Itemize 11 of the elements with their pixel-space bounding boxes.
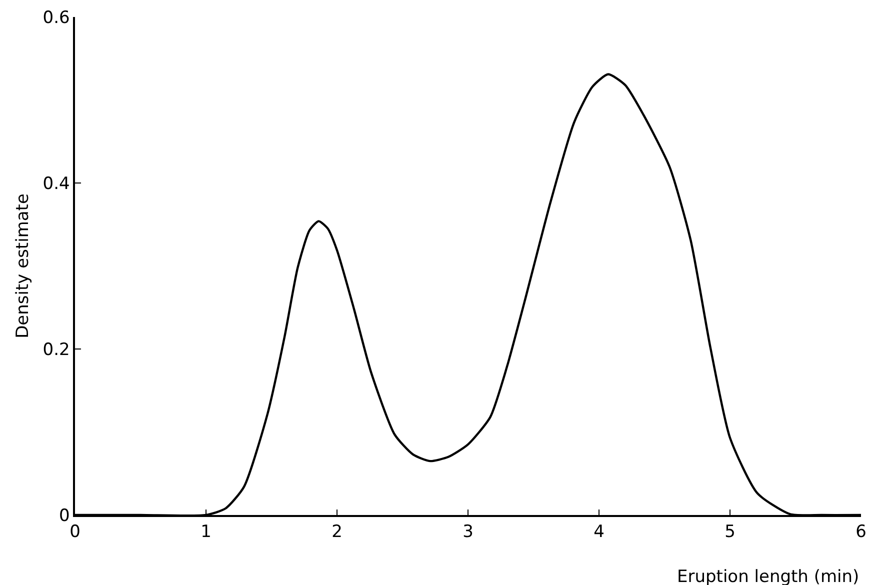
y-axis-title: Density estimate bbox=[12, 194, 33, 338]
x-tick-label: 4 bbox=[594, 522, 604, 542]
y-tick-label: 0.4 bbox=[42, 174, 70, 194]
x-tick-label: 5 bbox=[724, 522, 736, 542]
y-tick-label: 0 bbox=[59, 506, 70, 526]
y-tick-label: 0.6 bbox=[42, 8, 70, 28]
x-tick-label: 1 bbox=[200, 522, 212, 542]
x-tick-label: 2 bbox=[332, 522, 342, 542]
x-tick-label: 6 bbox=[856, 522, 866, 542]
y-tick-label: 0.2 bbox=[42, 340, 70, 360]
x-tick-label: 3 bbox=[462, 522, 474, 542]
